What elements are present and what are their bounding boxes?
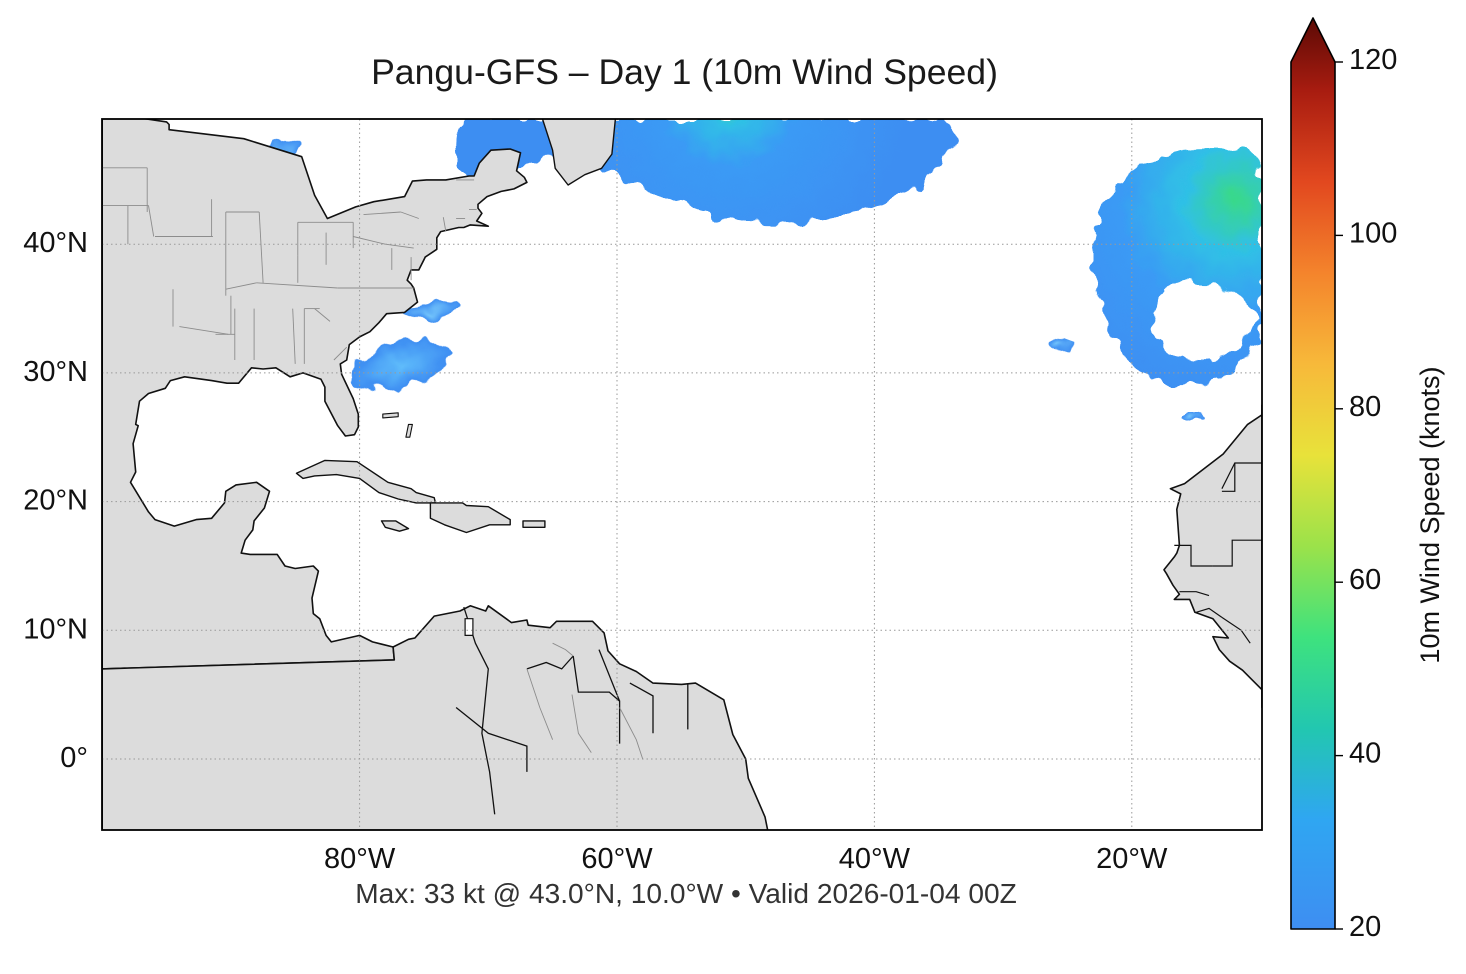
- svg-text:0°: 0°: [60, 742, 88, 774]
- svg-text:20°N: 20°N: [23, 485, 88, 517]
- svg-text:80°W: 80°W: [324, 843, 396, 875]
- svg-text:10m Wind Speed (knots): 10m Wind Speed (knots): [1415, 366, 1445, 663]
- svg-text:40°N: 40°N: [23, 227, 88, 259]
- svg-text:20°W: 20°W: [1096, 843, 1168, 875]
- svg-text:40°W: 40°W: [839, 843, 911, 875]
- svg-text:60°W: 60°W: [581, 843, 653, 875]
- svg-text:Max: 33 kt @ 43.0°N, 10.0°W •: Max: 33 kt @ 43.0°N, 10.0°W • Valid 2026…: [355, 878, 1017, 909]
- svg-text:80: 80: [1349, 391, 1381, 423]
- svg-text:40: 40: [1349, 738, 1381, 770]
- svg-text:100: 100: [1349, 217, 1397, 249]
- svg-text:10°N: 10°N: [23, 613, 88, 645]
- svg-text:Pangu-GFS – Day 1 (10m Wind Sp: Pangu-GFS – Day 1 (10m Wind Speed): [371, 52, 998, 92]
- svg-text:60: 60: [1349, 564, 1381, 596]
- svg-text:20: 20: [1349, 911, 1381, 943]
- svg-text:120: 120: [1349, 44, 1397, 76]
- svg-text:30°N: 30°N: [23, 356, 88, 388]
